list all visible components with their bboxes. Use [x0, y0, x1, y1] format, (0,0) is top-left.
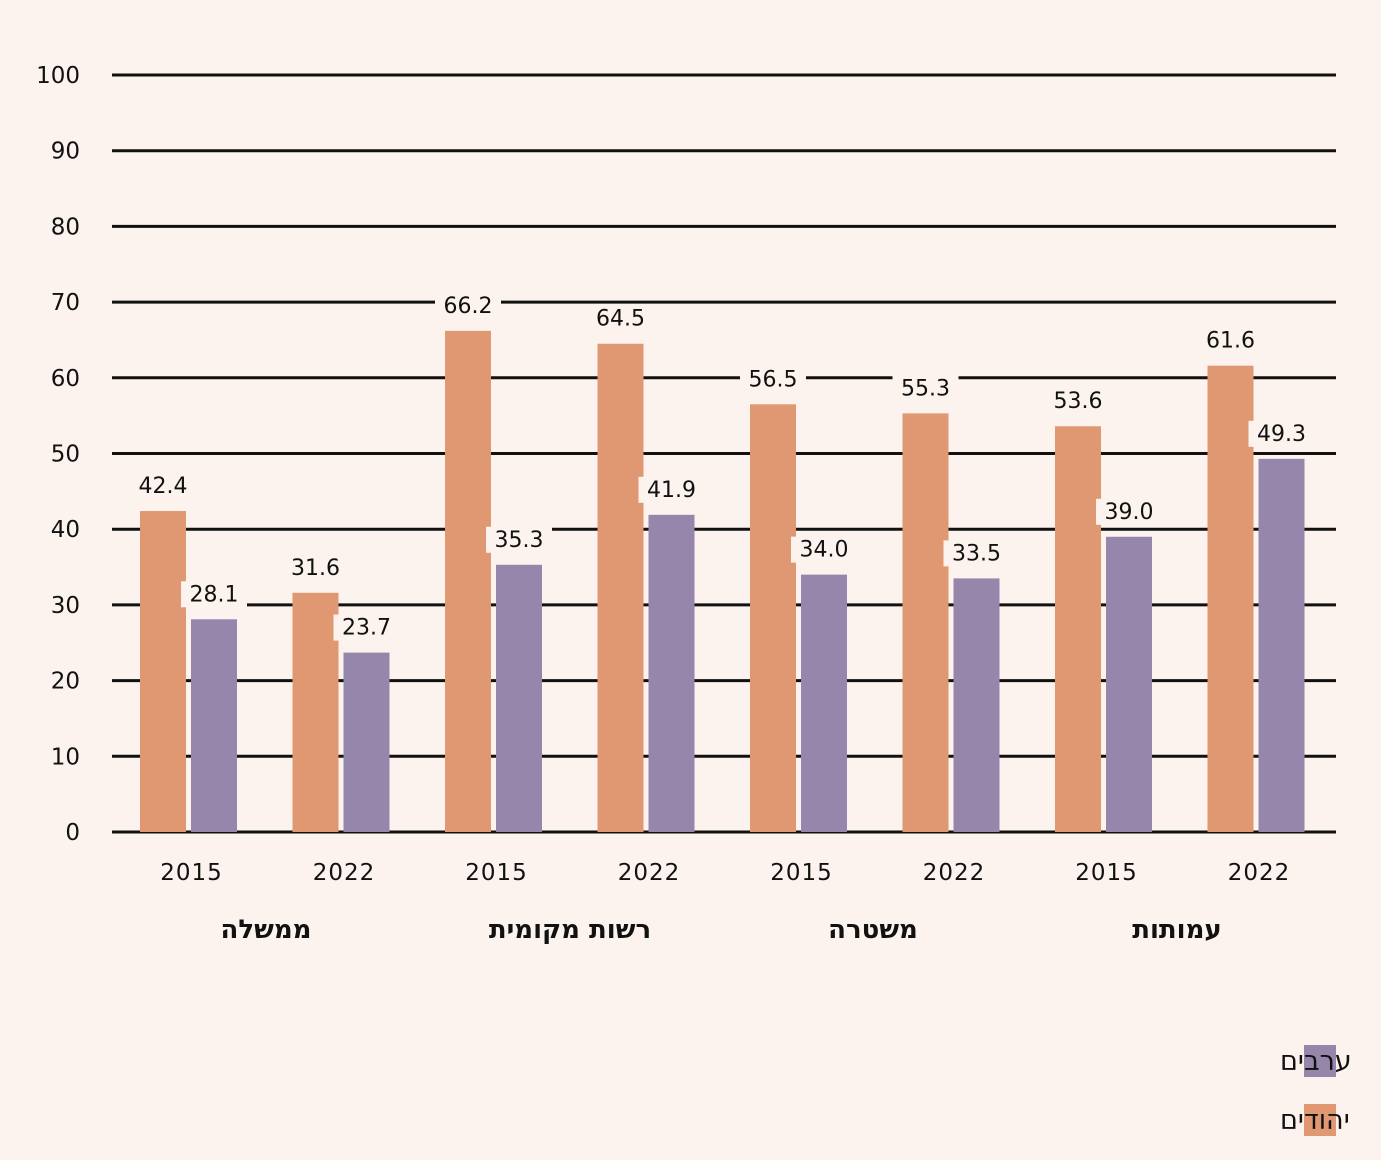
- bar-jews: [902, 413, 949, 832]
- value-label: 33.5: [952, 541, 1001, 566]
- x-axis-ticks: 2015 2022 2015 2022 2015 2022 2015 2022: [160, 860, 1291, 886]
- value-label-background: [740, 366, 806, 393]
- value-label: 39.0: [1105, 500, 1154, 525]
- bar-arabs: [801, 574, 847, 832]
- y-tick-label: 0: [65, 820, 80, 846]
- value-labels: 42.4 28.1 31.6 23.7 66.2 35.3 64.5 41.9 56.5 34.0…: [130, 292, 1315, 641]
- x-tick-label: 2015: [465, 860, 528, 886]
- value-label: 34.0: [800, 538, 849, 563]
- y-tick-label: 20: [51, 669, 80, 695]
- value-label: 31.6: [291, 556, 340, 581]
- bar-jews: [292, 592, 339, 832]
- bar-arabs: [496, 564, 542, 832]
- value-label-background: [1248, 420, 1315, 447]
- value-label-background: [486, 526, 552, 553]
- value-label: 53.6: [1054, 389, 1103, 414]
- value-label: 41.9: [647, 478, 696, 503]
- value-label-background: [791, 536, 857, 563]
- value-label-background: [1045, 388, 1111, 415]
- y-tick-label: 70: [51, 290, 80, 316]
- y-tick-label: 100: [36, 63, 80, 89]
- x-tick-label: 2015: [1075, 860, 1138, 886]
- value-label: 55.3: [901, 376, 950, 401]
- y-tick-label: 50: [51, 442, 80, 468]
- x-tick-label: 2022: [618, 860, 681, 886]
- value-label: 42.4: [139, 474, 188, 499]
- legend-label: יהודים: [1280, 1105, 1350, 1136]
- value-label-background: [1096, 498, 1162, 525]
- value-label: 35.3: [495, 528, 544, 553]
- value-label: 49.3: [1257, 422, 1306, 447]
- bar-arabs: [343, 652, 390, 832]
- x-tick-label: 2015: [770, 860, 833, 886]
- group-label: ממשלה: [221, 915, 312, 945]
- value-label: 64.5: [596, 307, 645, 332]
- value-label-background: [282, 554, 349, 581]
- bar-jews: [1055, 426, 1101, 832]
- legend-swatch: [1304, 1104, 1336, 1136]
- value-label: 56.5: [749, 367, 798, 392]
- value-label-background: [130, 473, 196, 500]
- bar-arabs: [1258, 458, 1305, 832]
- y-tick-label: 10: [51, 744, 80, 770]
- bars: [140, 330, 1305, 832]
- value-label-background: [1197, 327, 1264, 354]
- group-label: רשות מקומית: [489, 915, 651, 945]
- value-label-background: [333, 614, 400, 641]
- value-label-background: [435, 292, 501, 319]
- group-label: עמותות: [1132, 915, 1222, 945]
- bar-jews: [597, 343, 644, 832]
- value-label-background: [181, 581, 247, 608]
- legend: ערבים יהודים: [1280, 1045, 1352, 1136]
- bar-jews: [1207, 365, 1254, 832]
- y-tick-label: 30: [51, 593, 80, 619]
- x-tick-label: 2022: [923, 860, 986, 886]
- x-tick-label: 2022: [313, 860, 376, 886]
- value-label: 28.1: [190, 582, 239, 607]
- value-label: 61.6: [1206, 329, 1255, 354]
- bar-jews: [140, 511, 186, 832]
- legend-swatch: [1304, 1045, 1336, 1077]
- bar-jews: [445, 330, 491, 832]
- group-labels: ממשלה רשות מקומית משטרה עמותות: [221, 915, 1222, 945]
- value-label-background: [892, 375, 959, 402]
- x-tick-label: 2022: [1228, 860, 1291, 886]
- bar-arabs: [191, 619, 237, 832]
- bar-arabs: [1106, 536, 1152, 832]
- y-tick-label: 80: [51, 214, 80, 240]
- bar-arabs: [648, 514, 695, 832]
- x-tick-label: 2015: [160, 860, 223, 886]
- bar-arabs: [953, 578, 1000, 832]
- bar-jews: [750, 404, 796, 832]
- value-label-background: [943, 540, 1010, 567]
- value-label: 66.2: [444, 294, 493, 319]
- value-label-background: [638, 476, 705, 503]
- y-axis-ticks: 0 10 20 30 40 50 60 70 80 90 100: [36, 63, 80, 846]
- y-tick-label: 40: [51, 517, 80, 543]
- group-label: משטרה: [828, 915, 918, 945]
- value-label-background: [587, 305, 654, 332]
- value-label: 23.7: [342, 616, 391, 641]
- y-tick-label: 60: [51, 366, 80, 392]
- legend-label: ערבים: [1280, 1046, 1352, 1077]
- y-tick-label: 90: [51, 139, 80, 165]
